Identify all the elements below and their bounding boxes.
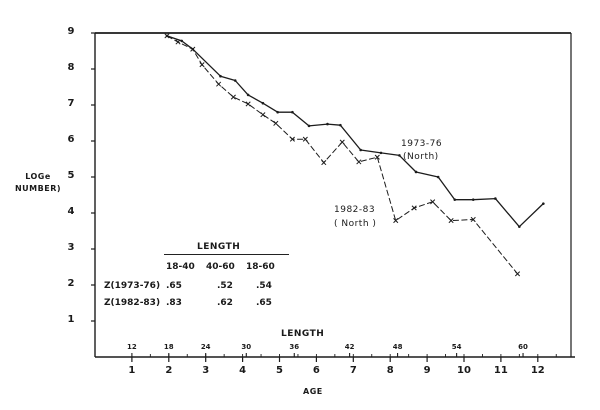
y-axis-label-line2: NUMBER) xyxy=(14,184,62,193)
x-tick-label: 7 xyxy=(349,365,357,376)
inset-row-1982-label: Z(1982-83) xyxy=(104,298,161,308)
x-tick-label: 12 xyxy=(530,365,545,376)
x-tick-label: 9 xyxy=(423,365,431,376)
length-tick-label: 48 xyxy=(392,343,403,351)
y-tick-label: 9 xyxy=(67,26,75,37)
plot-frame xyxy=(91,32,575,362)
x-tick-label: 1 xyxy=(128,365,136,376)
x-tick-label: 6 xyxy=(312,365,320,376)
x-tick-label: 5 xyxy=(276,365,283,376)
x-tick-label: 3 xyxy=(202,365,210,376)
inset-row-1973-val-1: .52 xyxy=(217,281,233,291)
y-tick-label: 4 xyxy=(67,206,75,217)
length-tick-label: 42 xyxy=(344,343,355,351)
length-tick-label: 54 xyxy=(451,343,462,351)
x-tick-label: 8 xyxy=(386,365,394,376)
y-tick-label: 1 xyxy=(67,314,75,325)
y-tick-label: 6 xyxy=(67,134,75,145)
inset-row-1982-val-0: .83 xyxy=(166,298,182,308)
x-tick-label: 4 xyxy=(239,365,247,376)
y-axis-label: LOGe NUMBER) xyxy=(8,172,68,193)
series-1982-83-label: 1982-83 ( North ) xyxy=(334,205,376,229)
length-tick-label: 36 xyxy=(289,343,300,351)
inset-col-18-60: 18-60 xyxy=(246,262,275,272)
series-1982-83-region: ( North ) xyxy=(334,219,377,229)
y-axis-label-line1: LOGe xyxy=(25,172,51,181)
inset-row-1973-label: Z(1973-76) xyxy=(104,281,161,291)
y-tick-label: 3 xyxy=(67,242,75,253)
y-tick-label: 8 xyxy=(67,62,75,73)
x-tick-label: 2 xyxy=(165,365,173,376)
data-series xyxy=(164,33,545,277)
length-tick-label: 24 xyxy=(200,343,211,351)
x-tick-label: 10 xyxy=(457,365,471,376)
x-axis-label: AGE xyxy=(303,387,323,396)
length-tick-label: 12 xyxy=(127,343,137,351)
inset-table-header: LENGTH xyxy=(197,242,241,252)
length-tick-label: 60 xyxy=(518,343,528,351)
series-1973-76-line xyxy=(165,34,545,228)
inset-row-1973-val-2: .54 xyxy=(256,281,272,291)
series-1973-76-name: 1973-76 xyxy=(401,139,443,149)
series-1982-83-name: 1982-83 xyxy=(334,205,376,215)
inset-col-40-60: 40-60 xyxy=(206,262,235,272)
y-tick-label: 2 xyxy=(67,278,75,289)
y-tick-label: 5 xyxy=(67,170,75,181)
length-axis-label: LENGTH xyxy=(281,329,325,339)
y-tick-label: 7 xyxy=(67,98,75,109)
length-tick-label: 30 xyxy=(241,343,252,351)
series-1982-83-line xyxy=(164,33,521,277)
inset-row-1982-val-1: .62 xyxy=(217,298,233,308)
inset-row-1982-val-2: .65 xyxy=(256,298,272,308)
inset-table-rule xyxy=(164,254,289,255)
length-tick-label: 18 xyxy=(163,343,174,351)
series-1973-76-region: (North) xyxy=(403,152,439,162)
inset-col-18-40: 18-40 xyxy=(166,262,195,272)
x-tick-label: 11 xyxy=(493,365,508,376)
inset-row-1973-val-0: .65 xyxy=(166,281,182,291)
series-1973-76-label: 1973-76 (North) xyxy=(401,139,442,162)
